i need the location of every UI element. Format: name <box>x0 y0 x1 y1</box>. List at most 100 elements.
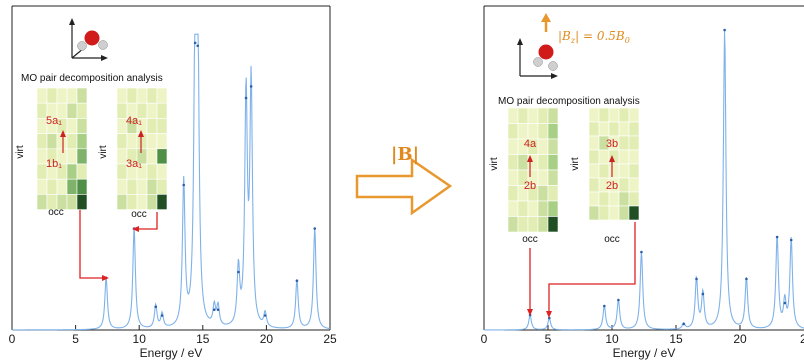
left-molecule-inset <box>69 18 108 61</box>
right-heatmap-2 <box>588 107 640 221</box>
right-tick-label: 5 <box>545 332 552 346</box>
heatmap-cell <box>628 163 640 179</box>
right-heatmap-1-to-label: 4a <box>524 138 537 150</box>
heatmap-cell <box>628 177 640 193</box>
field-magnitude-label: |Bz| = 0.5B0 <box>558 29 630 45</box>
left-connector-2 <box>136 212 158 230</box>
left-heatmap-2 <box>116 87 168 210</box>
heatmap-cell <box>66 148 78 165</box>
heatmap-cell <box>537 200 549 217</box>
right-peak-marker <box>547 316 551 320</box>
heatmap-cell <box>76 118 88 134</box>
heatmap-cell <box>507 107 519 124</box>
heatmap-cell <box>547 107 559 124</box>
heatmap-cell <box>588 121 600 137</box>
left-tick-label: 10 <box>133 332 147 346</box>
left-heatmap-2-xlabel: occ <box>131 209 147 220</box>
heatmap-cell <box>608 205 620 221</box>
right-peak-marker <box>640 250 643 254</box>
heatmap-cell <box>136 178 148 195</box>
heatmap-cell <box>116 178 128 195</box>
heatmap-cell <box>136 87 148 104</box>
heatmap-cell <box>116 133 128 150</box>
right-peak-marker <box>783 301 787 305</box>
heatmap-cell <box>517 154 529 171</box>
left-heatmap-1-to-label: 5a₁ <box>46 115 62 127</box>
heatmap-cell <box>517 200 529 217</box>
heatmap-cell <box>46 87 58 104</box>
heatmap-cell <box>507 216 519 233</box>
hydrogen-atom-icon <box>548 61 558 71</box>
heatmap-cell <box>588 205 600 221</box>
heatmap-cell <box>156 178 168 195</box>
heatmap-cell <box>547 138 559 155</box>
heatmap-cell <box>66 178 78 195</box>
heatmap-cell <box>618 191 630 207</box>
right-heatmap-2-from-label: 2b <box>606 180 618 192</box>
heatmap-cell <box>628 205 640 221</box>
heatmap-cell <box>116 87 128 104</box>
right-molecule-inset: |Bz| = 0.5B0 <box>517 13 630 79</box>
hydrogen-atom-icon <box>77 41 87 51</box>
left-x-axis-label: Energy / eV <box>140 346 203 360</box>
oxygen-atom-icon <box>538 44 554 60</box>
heatmap-cell <box>507 200 519 217</box>
left-peak-marker <box>263 314 267 317</box>
heatmap-cell <box>46 133 58 150</box>
hydrogen-atom-icon <box>533 57 543 67</box>
heatmap-cell <box>618 121 630 137</box>
right-x-axis-label: Energy / eV <box>613 346 676 360</box>
right-peak-marker <box>682 322 685 326</box>
heatmap-cell <box>618 177 630 193</box>
right-heatmap-1-ylabel: virt <box>489 157 500 171</box>
heatmap-cell <box>76 194 88 210</box>
left-peak-marker <box>193 41 197 45</box>
heatmap-cell <box>588 163 600 179</box>
heatmap-cell <box>36 178 48 195</box>
heatmap-cell <box>608 107 620 123</box>
heatmap-cell <box>156 118 168 134</box>
right-inset-title: MO pair decomposition analysis <box>498 96 640 107</box>
heatmap-cell <box>527 123 539 140</box>
heatmap-cell <box>146 133 158 150</box>
left-heatmap-1-from-label: 1b₁ <box>46 158 62 170</box>
heatmap-cell <box>146 148 158 165</box>
right-peak-marker <box>775 235 779 239</box>
heatmap-cell <box>517 107 529 124</box>
heatmap-cell <box>507 138 519 155</box>
heatmap-cell <box>126 178 138 195</box>
heatmap-cell <box>156 133 168 150</box>
left-panel: 0 5 10 15 20 25 Energy / eV MO pair decomposi… <box>9 5 337 360</box>
heatmap-cell <box>507 154 519 171</box>
heatmap-cell <box>547 200 559 217</box>
right-peak-marker <box>745 277 748 281</box>
left-tick-label: 15 <box>196 332 210 346</box>
heatmap-cell <box>156 194 168 210</box>
heatmap-cell <box>76 163 88 180</box>
oxygen-atom-icon <box>84 30 100 46</box>
heatmap-cell <box>598 121 610 137</box>
heatmap-cell <box>66 87 78 104</box>
heatmap-cell <box>507 185 519 202</box>
heatmap-cell <box>527 107 539 124</box>
heatmap-cell <box>146 194 158 210</box>
heatmap-cell <box>547 216 559 233</box>
left-heatmap-1-ylabel: virt <box>15 145 26 159</box>
right-heatmap-2-xlabel: occ <box>604 234 620 245</box>
heatmap-cell <box>628 149 640 165</box>
right-tick-label: 15 <box>669 332 683 346</box>
heatmap-cell <box>36 133 48 150</box>
right-heatmap-2-to-label: 3b <box>606 138 618 150</box>
heatmap-cell <box>146 87 158 104</box>
heatmap-cell <box>126 87 138 104</box>
heatmap-cell <box>588 177 600 193</box>
heatmap-cell <box>46 178 58 195</box>
heatmap-cell <box>608 191 620 207</box>
heatmap-cell <box>76 102 88 119</box>
left-heatmap-2-to-label: 4a₁ <box>126 115 142 127</box>
heatmap-cell <box>76 148 88 165</box>
right-panel: 0 5 10 15 20 2 Energy / eV |Bz| = 0.5B0 MO pa… <box>481 5 804 360</box>
left-x-ticks: 0 5 10 15 20 25 <box>9 325 337 346</box>
right-tick-label: 0 <box>481 332 488 346</box>
